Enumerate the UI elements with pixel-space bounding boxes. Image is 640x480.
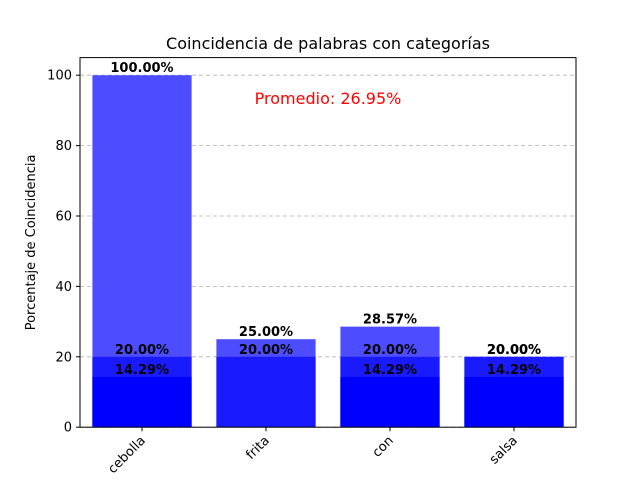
average-annotation: Promedio: 26.95%: [255, 89, 402, 108]
data-label: 28.57%: [363, 313, 417, 328]
y-tick-label: 20: [55, 350, 72, 365]
y-tick-label: 80: [55, 139, 72, 154]
y-tick-label: 60: [55, 210, 72, 225]
bars: [92, 75, 564, 428]
x-axis: cebolla frita con salsa: [105, 427, 521, 477]
x-tick-label: con: [370, 433, 397, 460]
data-label: 14.29%: [487, 363, 541, 378]
y-axis: 0 20 40 60 80 100: [47, 69, 80, 436]
y-tick-label: 100: [47, 69, 72, 84]
y-axis-label: Porcentaje de Coincidencia: [24, 154, 39, 330]
data-label: 20.00%: [487, 343, 541, 358]
bar: [464, 376, 564, 428]
data-label: 25.00%: [239, 325, 293, 340]
bar: [340, 376, 440, 428]
data-label: 20.00%: [487, 343, 541, 358]
x-tick-label: cebolla: [105, 433, 149, 477]
data-label: 14.29%: [115, 363, 169, 378]
axes-frame: [79, 57, 577, 428]
data-label: 14.29%: [363, 363, 417, 378]
data-label: 20.00%: [363, 343, 417, 358]
x-tick-label: frita: [243, 433, 272, 462]
data-label: 100.00%: [110, 61, 173, 76]
bar: [92, 376, 192, 428]
data-label: 20.00%: [115, 343, 169, 358]
data-label: 20.00%: [239, 343, 293, 358]
data-labels: 100.00% 25.00% 28.57% 20.00% 20.00% 20.00% 20.…: [110, 61, 541, 378]
chart-title: Coincidencia de palabras con categorías: [166, 34, 490, 53]
y-tick-label: 0: [64, 421, 72, 436]
x-tick-label: salsa: [487, 433, 521, 467]
bar: [216, 356, 316, 428]
y-tick-label: 40: [55, 280, 72, 295]
